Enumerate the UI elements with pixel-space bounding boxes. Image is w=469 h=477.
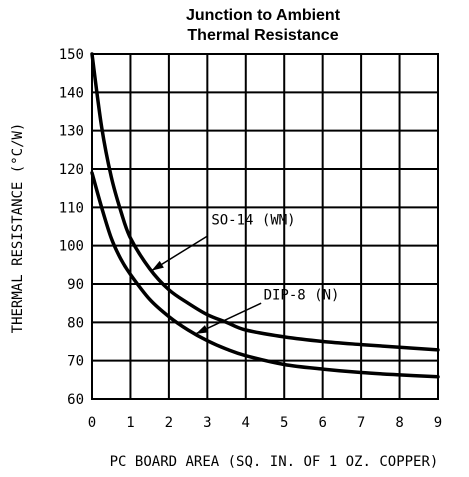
y-tick-label: 100	[59, 239, 84, 255]
annotation-arrowhead-dip-8	[195, 325, 209, 334]
series-line-so-14	[90, 52, 440, 352]
y-tick-label: 80	[67, 315, 84, 331]
y-tick-label: 150	[59, 47, 84, 63]
x-tick-label: 3	[203, 415, 211, 431]
x-tick-label: 6	[318, 415, 326, 431]
y-tick-labels: 60 70 80 90 100 110 120 130 140 150	[59, 47, 84, 408]
series-line-dip-8	[90, 171, 440, 379]
annotation-label-so-14: SO-14 (WM)	[211, 213, 295, 229]
chart-title-line-2: Thermal Resistance	[187, 27, 338, 44]
y-tick-label: 140	[59, 85, 84, 101]
x-tick-label: 7	[357, 415, 365, 431]
x-tick-label: 2	[165, 415, 173, 431]
series-layer	[90, 52, 440, 379]
x-axis-label: PC BOARD AREA (SQ. IN. OF 1 OZ. COPPER)	[110, 454, 439, 470]
chart-title-line-1: Junction to Ambient	[186, 7, 341, 24]
x-tick-label: 0	[88, 415, 96, 431]
plot-frame	[91, 53, 439, 400]
y-axis-label: THERMAL RESISTANCE (°C/W)	[10, 123, 26, 334]
x-tick-label: 4	[242, 415, 250, 431]
y-tick-label: 70	[67, 354, 84, 370]
x-tick-labels: 0 1 2 3 4 5 6 7 8 9	[88, 415, 442, 431]
y-tick-label: 90	[67, 277, 84, 293]
y-tick-label: 120	[59, 162, 84, 178]
y-tick-label: 60	[67, 392, 84, 408]
annotation-arrowhead-so-14	[151, 260, 164, 271]
y-tick-label: 130	[59, 124, 84, 140]
annotation-label-dip-8: DIP-8 (N)	[264, 287, 340, 303]
annotation-layer: SO-14 (WM) DIP-8 (N)	[151, 213, 340, 335]
y-tick-label: 110	[59, 200, 84, 216]
annotation-arrow-dip-8	[195, 302, 262, 335]
x-tick-label: 1	[126, 415, 134, 431]
x-tick-label: 8	[395, 415, 403, 431]
x-tick-label: 5	[280, 415, 288, 431]
x-tick-label: 9	[434, 415, 442, 431]
